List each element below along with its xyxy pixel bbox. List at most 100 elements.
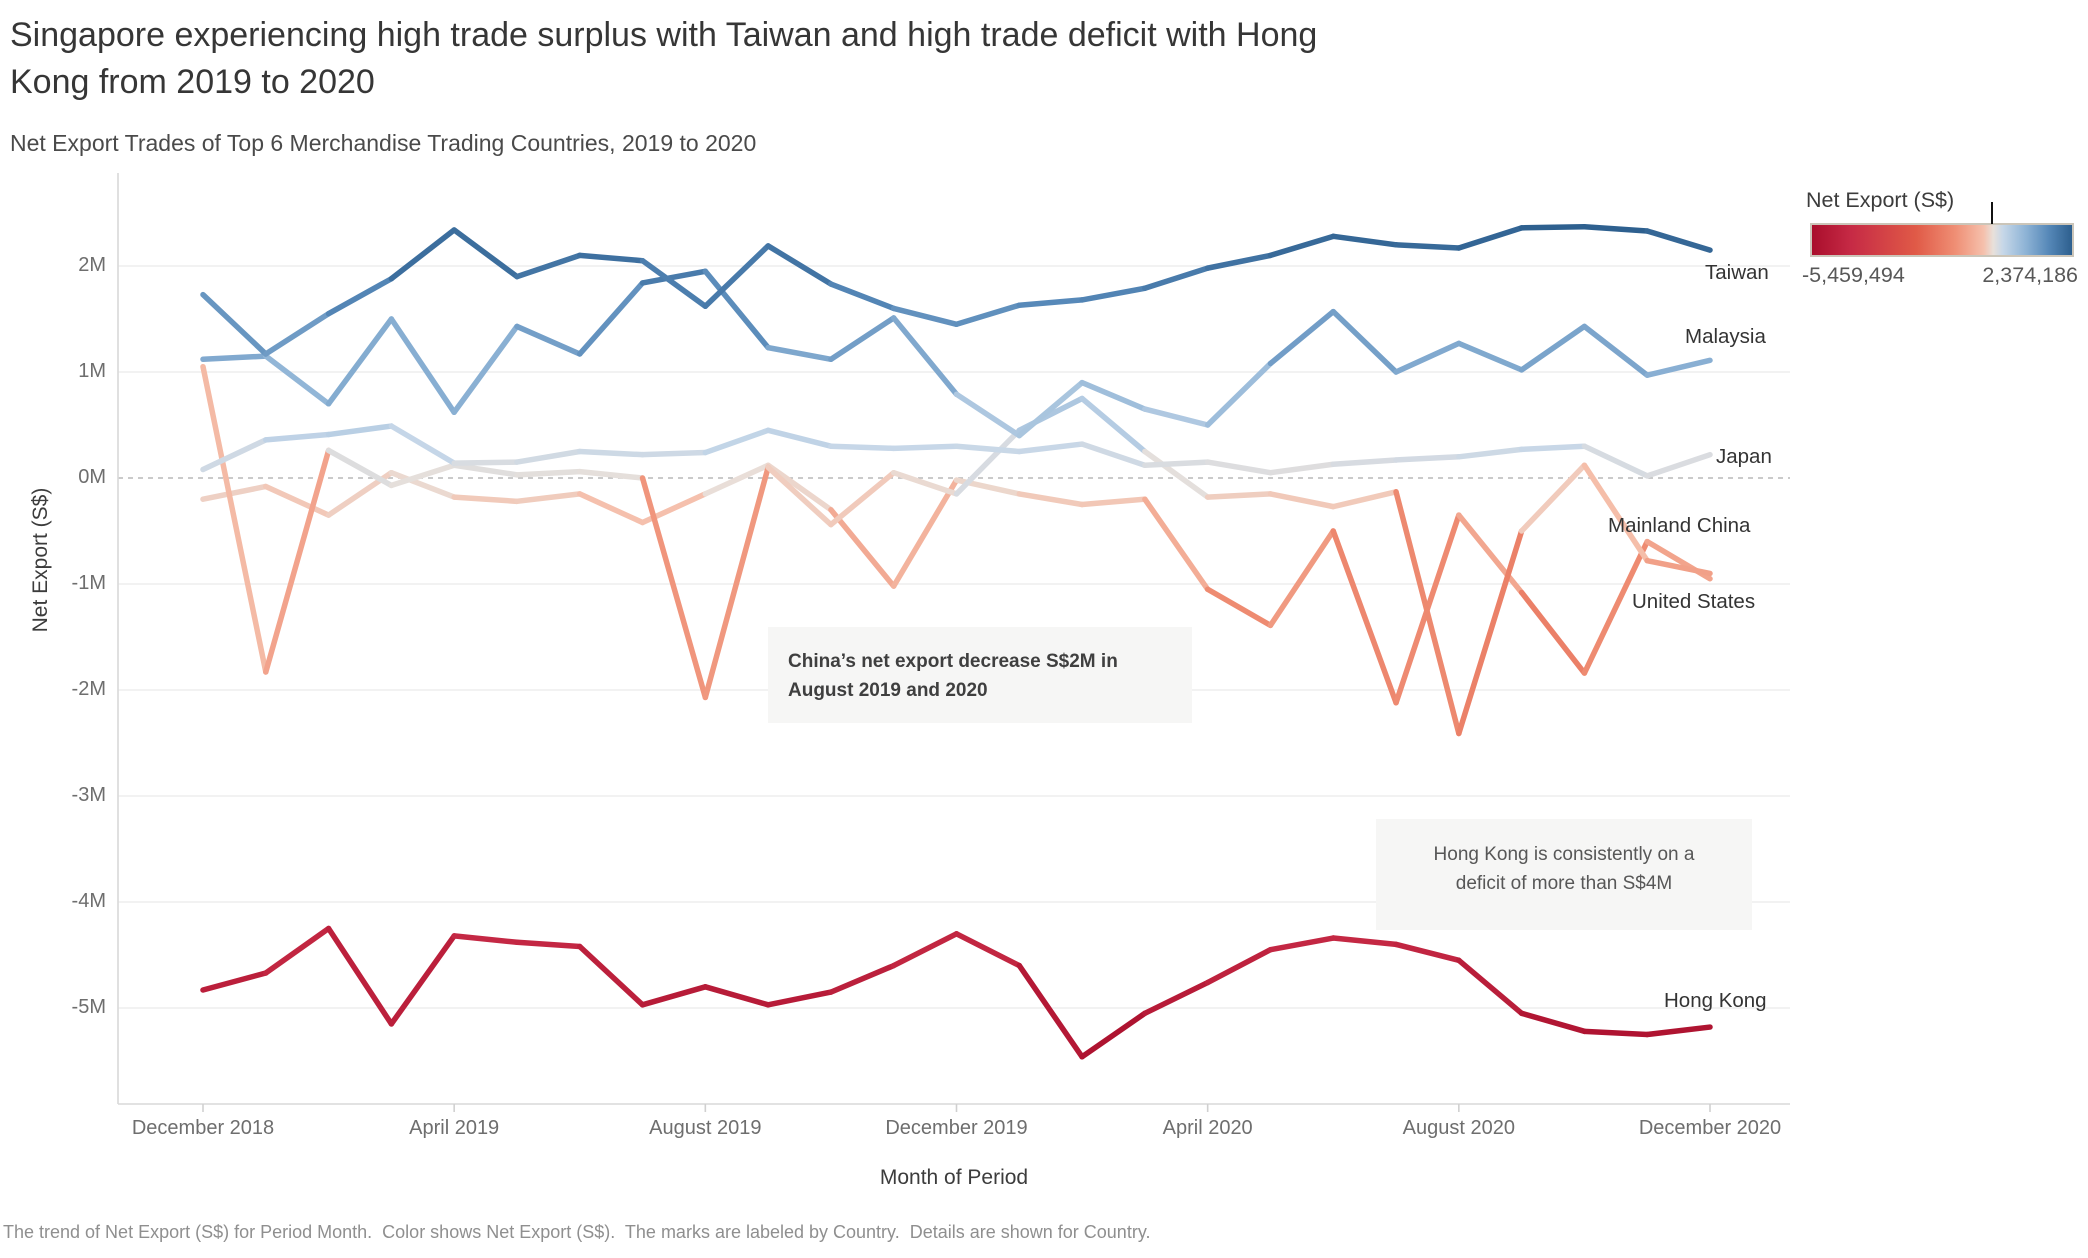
line-malaysia [200, 268, 1713, 439]
line-segment [325, 275, 395, 317]
line-segment [1644, 451, 1713, 479]
y-tick-label: -5M [71, 996, 106, 1018]
line-segment [1204, 946, 1274, 986]
line-segment [639, 475, 709, 701]
line-segment [765, 243, 834, 287]
line-segment [451, 933, 520, 946]
y-axis-title: Net Export (S$) [29, 487, 52, 633]
line-segment [263, 925, 332, 976]
annotation-china-line2: August 2019 and 2020 [788, 679, 988, 701]
line-segment [200, 483, 269, 502]
line-segment [263, 447, 332, 675]
line-segment [388, 423, 457, 466]
line-segment [200, 970, 269, 993]
line-segment [702, 462, 771, 497]
line-segment [1393, 340, 1462, 375]
y-tick-label: -2M [71, 678, 106, 700]
line-segment [1644, 557, 1713, 577]
annotation-hong-kong: Hong Kong is consistently on a deficit o… [1376, 819, 1752, 930]
series-label-malaysia: Malaysia [1685, 325, 1766, 348]
line-segment [702, 464, 771, 701]
line-segment [1581, 443, 1650, 479]
line-segment [388, 469, 457, 500]
x-tick-label: April 2019 [409, 1117, 500, 1139]
line-segment [1142, 496, 1211, 593]
x-tick-label: December 2018 [131, 1117, 275, 1139]
line-segment [451, 227, 520, 280]
series-label-taiwan: Taiwan [1705, 261, 1769, 284]
line-segment [388, 933, 457, 1027]
color-legend: Net Export (S$) -5,459,494 2,374,186 [1800, 188, 2086, 288]
line-segment [1142, 406, 1211, 428]
line-segment [388, 316, 457, 416]
line-united-states [200, 462, 1713, 706]
x-tick-label: April 2020 [1162, 1117, 1253, 1139]
line-segment [1016, 297, 1085, 308]
line-segment [325, 316, 395, 407]
line-segment [1456, 340, 1525, 373]
line-segment [1518, 462, 1588, 534]
line-segment [639, 257, 709, 310]
line-segment [451, 462, 520, 478]
line-segment [263, 431, 332, 443]
line-segment [1644, 1024, 1713, 1038]
line-segment [1204, 360, 1274, 428]
line-segment [953, 391, 1023, 439]
line-segment [1393, 454, 1462, 463]
annotation-hk-line2: deficit of more than S$4M [1455, 872, 1673, 894]
line-segment [828, 281, 897, 312]
x-tick-label: December 2019 [885, 1117, 1028, 1139]
line-taiwan [200, 224, 1713, 357]
line-segment [1456, 225, 1525, 251]
line-segment [388, 227, 457, 282]
line-segment [1518, 443, 1588, 453]
line-segment [1079, 441, 1148, 469]
line-segment [1079, 379, 1148, 412]
line-segment [1581, 323, 1650, 378]
line-segment [200, 353, 269, 363]
line-segment [1644, 357, 1713, 378]
line-segment [1267, 491, 1336, 510]
line-segment [263, 310, 332, 357]
x-tick-label: December 2020 [1638, 1117, 1782, 1139]
line-segment [577, 280, 646, 357]
line-segment [1330, 308, 1399, 375]
line-segment [1267, 935, 1336, 953]
line-segment [953, 443, 1023, 455]
line-segment [1267, 461, 1336, 476]
line-segment [765, 462, 834, 513]
line-segment [1204, 252, 1274, 271]
line-segment [702, 984, 771, 1008]
line-segment [263, 353, 332, 407]
line-segment [890, 469, 960, 497]
legend-max-value: 2,374,186 [1982, 263, 2078, 287]
line-japan [200, 423, 1713, 479]
line-segment [1393, 489, 1462, 737]
line-segment [1204, 491, 1274, 500]
line-segment [828, 469, 897, 528]
line-segment [1518, 323, 1588, 373]
annotation-china: China’s net export decrease S$2M in Augu… [768, 627, 1192, 723]
line-segment [1330, 233, 1399, 248]
x-tick-label: August 2020 [1402, 1117, 1515, 1139]
line-segment [325, 447, 395, 489]
line-segment [1079, 395, 1148, 455]
line-segment [1204, 586, 1274, 629]
legend-gradient-fill [1812, 225, 2072, 255]
line-segment [1581, 224, 1650, 234]
line-segment [1142, 265, 1211, 292]
line-segment [828, 507, 897, 589]
line-segment [1518, 224, 1588, 231]
line-segment [325, 925, 395, 1027]
line-segment [451, 459, 520, 466]
line-segment [263, 483, 332, 518]
y-tick-label: -3M [71, 784, 106, 806]
line-segment [1518, 1010, 1588, 1035]
line-segment [765, 427, 834, 449]
line-segment [1142, 448, 1211, 500]
line-segment [1518, 589, 1588, 676]
line-segment [1581, 1028, 1650, 1038]
legend-title: Net Export (S$) [1806, 188, 1955, 212]
line-segment [514, 252, 583, 280]
y-tick-label: 2M [78, 254, 106, 276]
